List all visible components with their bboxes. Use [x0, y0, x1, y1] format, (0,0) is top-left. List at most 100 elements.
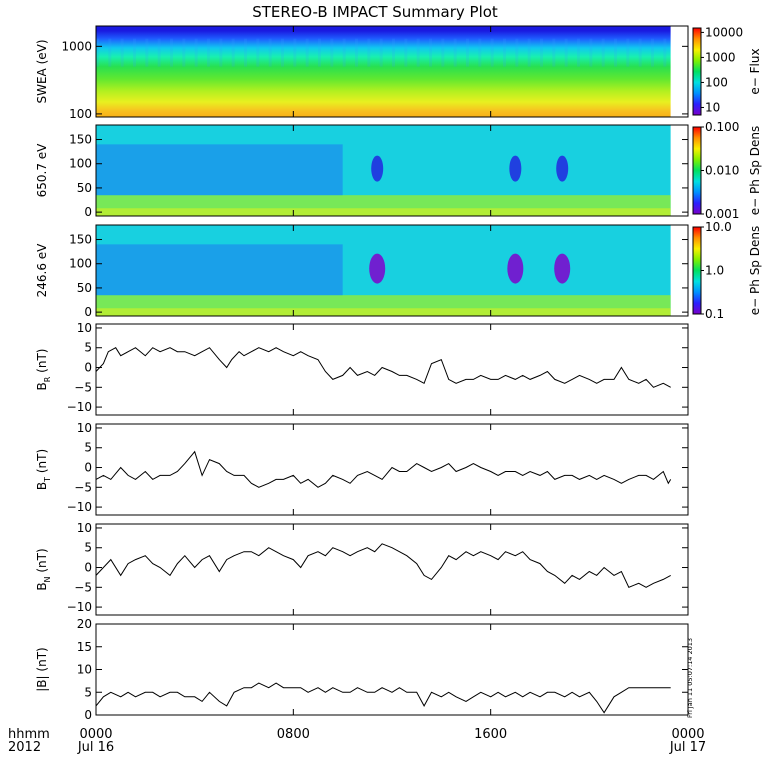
heatmap-streak	[96, 38, 99, 67]
heatmap-streak	[182, 38, 186, 67]
y-tick-label: 10	[77, 521, 92, 535]
y-tick-label: 10	[77, 421, 92, 435]
y-tick-label: 1000	[61, 39, 92, 53]
y-tick-label: 15	[77, 640, 92, 654]
heatmap-streak	[367, 38, 371, 67]
y-tick-label: 50	[77, 181, 92, 195]
y-axis-label: BN (nT)	[35, 548, 52, 590]
y-tick-label: 20	[77, 617, 92, 631]
y-label-unit: (nT)	[35, 548, 49, 572]
heatmap-streak	[466, 38, 469, 67]
panel-frame	[95, 124, 689, 217]
heatmap-fill	[96, 26, 671, 117]
heatmap-streak	[577, 38, 580, 67]
panel-6: BN (nT) −10 −5 0 5 10	[35, 521, 689, 616]
heatmap-streak	[293, 38, 297, 67]
colorbar	[692, 126, 702, 215]
heatmap-dropout	[507, 253, 524, 284]
colorbar	[692, 27, 702, 116]
panel-frame	[95, 25, 689, 118]
heatmap-band-low	[96, 208, 671, 216]
y-label-unit: (nT)	[35, 647, 49, 671]
x-tick-label: 1600	[474, 727, 507, 742]
heatmap-streak	[540, 38, 543, 67]
heatmap-streak	[355, 38, 358, 67]
y-label-main: B	[35, 382, 49, 390]
heatmap-dip	[96, 144, 343, 196]
heatmap-streak	[157, 38, 161, 67]
y-label-main: B	[35, 482, 49, 490]
heatmap-streak	[244, 38, 247, 67]
y-tick-label: −5	[74, 480, 92, 494]
y-tick-label: 5	[84, 685, 92, 699]
heatmap-streak	[170, 38, 173, 67]
y-tick-label: −5	[74, 380, 92, 394]
heatmap-streak	[404, 38, 408, 67]
heatmap-streak	[601, 38, 605, 67]
heatmap-streak	[281, 38, 284, 67]
panel-1: 10 100 1000 10000 e− Flux SWEA (eV) 100 1000	[35, 25, 762, 121]
y-axis-label: |B| (nT)	[35, 647, 49, 691]
y-tick-label: 150	[69, 133, 92, 147]
heatmap-streak	[453, 38, 457, 67]
panel-frame	[95, 224, 689, 317]
y-label-main: B	[35, 582, 49, 590]
heatmap-dropout	[554, 253, 571, 284]
heatmap-streak	[133, 38, 136, 67]
heatmap-image	[96, 225, 671, 316]
panel-5: BT (nT) −10 −5 0 5 10	[35, 421, 689, 516]
panel-frame	[95, 323, 689, 416]
y-tick-label: −10	[67, 500, 92, 514]
y-tick-label: 100	[69, 257, 92, 271]
y-tick-label: 50	[77, 281, 92, 295]
panel-frame	[95, 423, 689, 516]
panel-7: |B| (nT) 0 5 10 15 20	[35, 617, 689, 722]
creation-stamp: Fri Jan 11 05:07:14 2013	[686, 638, 694, 718]
heatmap-streak	[379, 38, 383, 67]
series-line	[95, 347, 671, 388]
colorbar-tick-label: 0.1	[705, 307, 724, 321]
y-axis-label: BR (nT)	[35, 349, 52, 391]
y-tick-label: 10	[77, 321, 92, 335]
y-tick-label: 0	[84, 305, 92, 319]
series-line	[95, 543, 671, 588]
y-label-sub: T	[43, 477, 52, 483]
heatmap-streak	[219, 38, 223, 67]
heatmap-dropout	[369, 253, 386, 284]
y-axis-label: SWEA (eV)	[35, 39, 49, 103]
colorbar-label: e− Ph Sp Dens	[748, 126, 762, 215]
series-line	[95, 682, 671, 714]
y-tick-label: 150	[69, 233, 92, 247]
heatmap-streak	[342, 38, 346, 67]
y-tick-label: −5	[74, 580, 92, 594]
y-label-unit: (nT)	[35, 449, 49, 473]
heatmap-streak	[330, 38, 334, 67]
panel-4: BR (nT) −10 −5 0 5 10	[35, 321, 689, 416]
heatmap-streak	[231, 38, 235, 67]
y-tick-label: 0	[84, 561, 92, 575]
y-tick-label: 0	[84, 708, 92, 722]
x-tick-label: 0800	[277, 727, 310, 742]
series-line	[95, 450, 672, 488]
heatmap-streak	[145, 38, 149, 67]
heatmap-streak	[207, 38, 210, 67]
heatmap-dropout	[556, 155, 569, 182]
heatmap-dropout	[509, 155, 522, 182]
y-label-unit: (nT)	[35, 349, 49, 373]
y-tick-label: −10	[67, 600, 92, 614]
heatmap-streak	[318, 38, 321, 67]
heatmap-streak	[441, 38, 445, 67]
y-label-sub: R	[43, 376, 52, 382]
colorbar-tick-label: 100	[705, 75, 728, 89]
heatmap-streak	[490, 38, 494, 67]
y-tick-label: 0	[84, 205, 92, 219]
heatmap-streak	[108, 38, 112, 67]
heatmap-band-low	[96, 308, 671, 316]
heatmap-streak	[515, 38, 519, 67]
heatmap-streak	[194, 38, 198, 67]
heatmap-streak	[120, 38, 124, 67]
heatmap-streak	[503, 38, 506, 67]
time-axis-corner-bottom: 2012	[8, 740, 41, 755]
colorbar	[692, 226, 702, 315]
